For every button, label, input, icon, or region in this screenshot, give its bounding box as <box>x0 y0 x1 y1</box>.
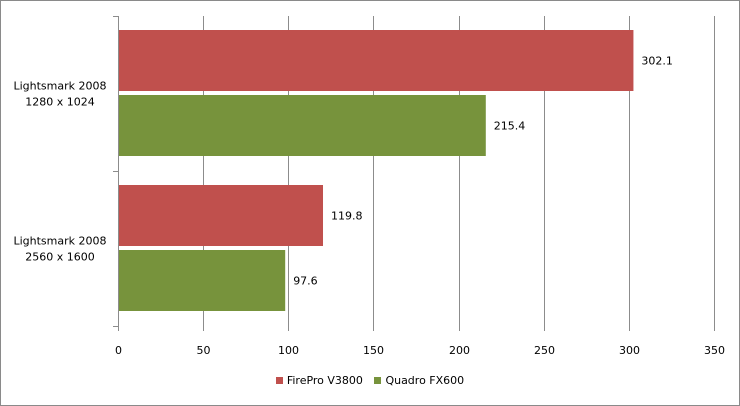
x-tick-label: 50 <box>197 344 211 357</box>
category-label: 1280 x 1024 <box>25 96 95 109</box>
data-label: 215.4 <box>494 120 525 133</box>
x-tick-label: 350 <box>704 344 725 357</box>
data-label: 119.8 <box>331 210 363 223</box>
bar-firepro <box>119 185 324 246</box>
data-label: 97.6 <box>293 275 318 288</box>
category-label: Lightsmark 2008 <box>13 235 106 248</box>
x-tick-label: 300 <box>619 344 640 357</box>
category-label: 2560 x 1600 <box>25 251 95 264</box>
x-tick-label: 150 <box>363 344 384 357</box>
bar-firepro <box>119 30 634 91</box>
bar-quadro <box>119 250 286 311</box>
legend-label-quadro: Quadro FX600 <box>385 374 465 387</box>
x-tick-label: 200 <box>449 344 470 357</box>
legend-item-firepro: FirePro V3800 <box>275 374 363 387</box>
x-tick-label: 100 <box>278 344 299 357</box>
x-tick-label: 0 <box>115 344 122 357</box>
category-label: Lightsmark 2008 <box>13 80 106 93</box>
x-tick-label: 250 <box>534 344 555 357</box>
legend-swatch-quadro <box>374 376 382 384</box>
legend-item-quadro: Quadro FX600 <box>374 374 464 387</box>
legend-label-firepro: FirePro V3800 <box>286 374 363 387</box>
chart-legend: FirePro V3800 Quadro FX600 <box>0 374 740 387</box>
legend-swatch-firepro <box>275 376 283 384</box>
bar-quadro <box>119 95 486 156</box>
data-label: 302.1 <box>641 55 673 68</box>
